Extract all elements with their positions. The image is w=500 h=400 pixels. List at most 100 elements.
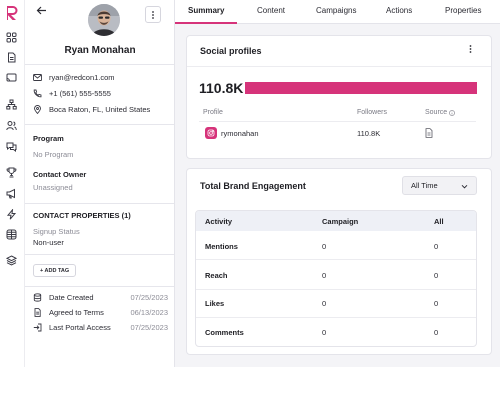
table-cell-campaign: 0 bbox=[322, 242, 327, 251]
table-cell-all: 0 bbox=[434, 271, 439, 280]
contact-properties-heading: CONTACT PROPERTIES (1) bbox=[33, 211, 131, 220]
campaign-column-header: Campaign bbox=[322, 217, 359, 226]
more-options-button[interactable] bbox=[145, 6, 161, 23]
location-pin-icon bbox=[34, 105, 41, 114]
phone-icon bbox=[33, 89, 42, 98]
divider bbox=[25, 203, 174, 204]
divider bbox=[25, 124, 174, 125]
info-icon[interactable] bbox=[449, 109, 456, 116]
kebab-icon[interactable] bbox=[466, 43, 475, 55]
cast-icon[interactable] bbox=[6, 72, 17, 83]
phone-row[interactable]: +1 (561) 555-5555 bbox=[33, 88, 111, 99]
table-cell-all: 0 bbox=[434, 242, 439, 251]
divider bbox=[196, 317, 476, 318]
table-row-label: Reach bbox=[205, 271, 228, 280]
table-header-row bbox=[196, 211, 476, 231]
icon-rail bbox=[0, 0, 25, 367]
time-range-select[interactable]: All Time bbox=[402, 176, 477, 195]
users-icon[interactable] bbox=[6, 120, 17, 131]
agreed-terms-label: Agreed to Terms bbox=[49, 308, 104, 317]
social-profiles-title: Social profiles bbox=[200, 46, 262, 56]
last-portal-access-label: Last Portal Access bbox=[49, 323, 111, 332]
contact-panel: Ryan Monahan ryan@redcon1.com +1 (561) 5… bbox=[25, 0, 175, 367]
active-tab-indicator bbox=[175, 22, 237, 24]
back-arrow-icon[interactable] bbox=[36, 5, 47, 16]
last-portal-access-value: 07/25/2023 bbox=[130, 323, 168, 332]
date-created-row: Date Created 07/25/2023 bbox=[33, 292, 168, 303]
tab-properties[interactable]: Properties bbox=[445, 6, 482, 15]
date-created-label: Date Created bbox=[49, 293, 94, 302]
table-row-label: Comments bbox=[205, 328, 244, 337]
tab-actions[interactable]: Actions bbox=[386, 6, 413, 15]
engagement-table: Activity Campaign All Mentions 0 0 Reach… bbox=[195, 210, 477, 347]
kebab-icon bbox=[152, 10, 154, 19]
table-cell-campaign: 0 bbox=[322, 328, 327, 337]
profile-handle[interactable]: rymonahan bbox=[221, 129, 259, 138]
all-column-header: All bbox=[434, 217, 444, 226]
divider bbox=[196, 259, 476, 260]
location-row: Boca Raton, FL, United States bbox=[33, 104, 150, 115]
date-created-value: 07/25/2023 bbox=[130, 293, 168, 302]
signup-status-label: Signup Status bbox=[33, 227, 80, 236]
tab-bar: Summary Content Campaigns Actions Proper… bbox=[175, 0, 500, 24]
divider bbox=[199, 121, 476, 122]
tab-summary[interactable]: Summary bbox=[188, 6, 225, 15]
program-label: Program bbox=[33, 134, 64, 143]
time-range-value: All Time bbox=[411, 181, 438, 190]
login-icon bbox=[33, 323, 42, 332]
trophy-icon[interactable] bbox=[6, 167, 17, 178]
brand-logo[interactable] bbox=[5, 5, 19, 21]
instagram-icon bbox=[205, 127, 217, 139]
contact-owner-label: Contact Owner bbox=[33, 170, 87, 179]
email-row[interactable]: ryan@redcon1.com bbox=[33, 72, 115, 83]
last-portal-access-row: Last Portal Access 07/25/2023 bbox=[33, 322, 168, 333]
profile-column-header: Profile bbox=[203, 109, 223, 116]
document-icon[interactable] bbox=[425, 128, 433, 138]
location-text: Boca Raton, FL, United States bbox=[49, 105, 151, 114]
table-cell-campaign: 0 bbox=[322, 299, 327, 308]
table-cell-all: 0 bbox=[434, 299, 439, 308]
followers-column-header: Followers bbox=[357, 109, 387, 116]
agreed-terms-value: 06/13/2023 bbox=[130, 308, 168, 317]
megaphone-icon[interactable] bbox=[6, 188, 17, 199]
divider bbox=[187, 66, 491, 67]
document-icon bbox=[34, 308, 41, 317]
profile-followers: 110.8K bbox=[357, 129, 381, 138]
contact-owner-value: Unassigned bbox=[33, 183, 73, 192]
file-icon[interactable] bbox=[6, 52, 17, 63]
globe-icon[interactable] bbox=[6, 229, 17, 240]
divider bbox=[196, 289, 476, 290]
social-profiles-card: Social profiles bbox=[186, 35, 492, 159]
lightning-icon[interactable] bbox=[6, 209, 17, 220]
contact-name: Ryan Monahan bbox=[64, 45, 136, 56]
phone-text: +1 (561) 555-5555 bbox=[49, 89, 111, 98]
hierarchy-icon[interactable] bbox=[6, 99, 17, 110]
layers-icon[interactable] bbox=[6, 255, 17, 266]
chevron-down-icon bbox=[461, 184, 468, 189]
table-cell-campaign: 0 bbox=[322, 271, 327, 280]
divider bbox=[25, 254, 174, 255]
mail-icon bbox=[33, 74, 42, 81]
avatar bbox=[88, 4, 120, 36]
database-icon bbox=[33, 293, 42, 302]
agreed-terms-row: Agreed to Terms 06/13/2023 bbox=[33, 307, 168, 318]
followers-bar bbox=[245, 82, 477, 94]
table-row-label: Mentions bbox=[205, 242, 238, 251]
program-value: No Program bbox=[33, 150, 74, 159]
table-row-label: Likes bbox=[205, 299, 225, 308]
divider bbox=[25, 64, 174, 65]
table-cell-all: 0 bbox=[434, 328, 439, 337]
source-column-header: Source bbox=[425, 109, 456, 116]
chat-icon[interactable] bbox=[6, 141, 17, 152]
tab-campaigns[interactable]: Campaigns bbox=[316, 6, 357, 15]
source-column-label: Source bbox=[425, 109, 448, 116]
tab-content[interactable]: Content bbox=[257, 6, 286, 15]
add-tag-button[interactable]: + ADD TAG bbox=[33, 264, 77, 277]
dashboard-icon[interactable] bbox=[6, 32, 17, 43]
activity-column-header: Activity bbox=[205, 217, 233, 226]
brand-engagement-title: Total Brand Engagement bbox=[200, 181, 306, 191]
signup-status-value: Non-user bbox=[33, 238, 64, 247]
email-text: ryan@redcon1.com bbox=[49, 73, 115, 82]
divider bbox=[25, 286, 174, 287]
total-followers: 110.8K bbox=[199, 80, 244, 96]
